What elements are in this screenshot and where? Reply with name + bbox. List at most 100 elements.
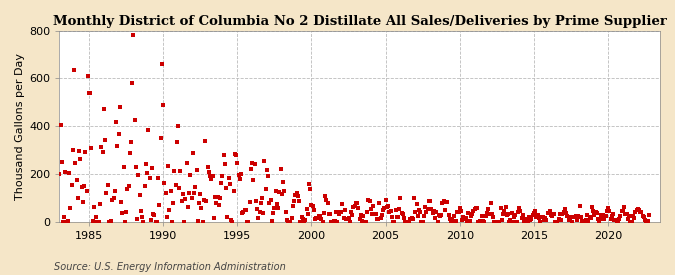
Point — [311, 216, 322, 220]
Point — [374, 201, 385, 206]
Point — [621, 211, 632, 216]
Point — [206, 177, 217, 182]
Point — [188, 151, 198, 155]
Point — [606, 214, 617, 218]
Point — [392, 215, 402, 219]
Point — [521, 217, 532, 221]
Point — [322, 201, 333, 205]
Point — [515, 209, 526, 213]
Point — [292, 194, 303, 198]
Point — [151, 219, 161, 224]
Point — [72, 177, 82, 182]
Point — [432, 219, 443, 224]
Point — [405, 217, 416, 222]
Title: Monthly District of Columbia No 2 Distillate All Sales/Deliveries by Prime Suppl: Monthly District of Columbia No 2 Distil… — [53, 15, 667, 28]
Point — [385, 209, 396, 213]
Point — [186, 195, 197, 200]
Point — [196, 205, 207, 210]
Point — [383, 204, 394, 208]
Point — [484, 211, 495, 216]
Point — [603, 206, 614, 210]
Point — [474, 218, 485, 223]
Point — [561, 211, 572, 216]
Point — [163, 164, 173, 169]
Point — [100, 138, 111, 142]
Point — [481, 211, 492, 215]
Point — [243, 219, 254, 224]
Point — [250, 199, 261, 203]
Point — [539, 217, 549, 222]
Point — [457, 218, 468, 222]
Point — [276, 192, 287, 196]
Point — [600, 214, 611, 218]
Point — [584, 214, 595, 219]
Point — [506, 211, 517, 215]
Point — [510, 213, 521, 218]
Point — [512, 210, 523, 214]
Point — [203, 170, 214, 174]
Point — [508, 219, 518, 224]
Point — [358, 214, 369, 218]
Point — [328, 218, 339, 223]
Point — [415, 210, 426, 214]
Point — [378, 208, 389, 213]
Point — [554, 217, 564, 221]
Point — [585, 216, 596, 221]
Point — [289, 199, 300, 203]
Point — [277, 180, 288, 185]
Point — [230, 152, 240, 156]
Point — [473, 219, 484, 224]
Point — [448, 213, 459, 218]
Point — [81, 189, 92, 194]
Point — [637, 214, 648, 218]
Point — [452, 210, 462, 214]
Point — [591, 211, 602, 215]
Point — [335, 210, 346, 214]
Point — [149, 213, 160, 217]
Point — [331, 210, 342, 214]
Point — [454, 205, 465, 210]
Point — [179, 219, 190, 224]
Point — [597, 217, 608, 221]
Point — [261, 187, 271, 191]
Point — [122, 187, 133, 191]
Point — [198, 198, 209, 202]
Point — [574, 204, 585, 208]
Point — [494, 219, 505, 224]
Point — [117, 211, 128, 215]
Point — [478, 219, 489, 224]
Point — [359, 219, 370, 224]
Point — [425, 199, 435, 203]
Point — [192, 219, 203, 223]
Point — [118, 165, 129, 170]
Point — [390, 208, 401, 212]
Text: Source: U.S. Energy Information Administration: Source: U.S. Energy Information Administ… — [54, 262, 286, 272]
Point — [247, 160, 258, 165]
Point — [598, 213, 609, 218]
Point — [354, 217, 365, 221]
Point — [583, 219, 594, 223]
Point — [423, 207, 433, 211]
Point — [285, 219, 296, 224]
Point — [111, 120, 122, 125]
Point — [576, 218, 587, 223]
Point — [524, 214, 535, 219]
Point — [269, 206, 279, 210]
Point — [78, 200, 88, 204]
Point — [178, 192, 188, 196]
Point — [265, 197, 276, 202]
Point — [640, 218, 651, 222]
Point — [411, 201, 422, 206]
Point — [301, 207, 312, 211]
Point — [284, 219, 294, 224]
Point — [348, 204, 359, 209]
Point — [54, 172, 65, 176]
Point — [219, 162, 230, 166]
Point — [210, 195, 221, 200]
Point — [353, 206, 364, 211]
Point — [568, 215, 579, 219]
Point — [133, 172, 144, 177]
Point — [504, 219, 514, 224]
Point — [485, 201, 496, 205]
Point — [70, 161, 81, 166]
